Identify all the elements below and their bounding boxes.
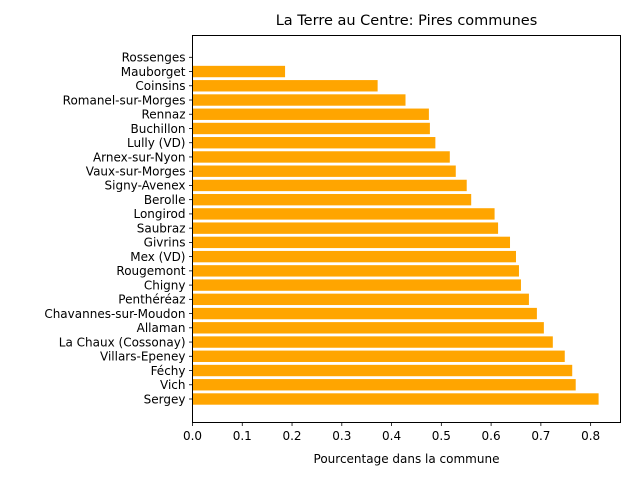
y-tick-label: Penthéréaz (118, 293, 185, 307)
bar-10 (192, 250, 516, 263)
bar-16 (192, 165, 456, 177)
bar-7 (192, 293, 529, 306)
y-tick-label: Vich (160, 378, 185, 392)
y-tick-label: Romanel-sur-Morges (63, 93, 186, 107)
x-tick-label: 0.8 (581, 429, 600, 443)
y-tick-label: Chavannes-sur-Moudon (44, 307, 185, 321)
x-tick-label: 0.6 (482, 429, 501, 443)
bar-13 (192, 208, 495, 220)
x-axis-label: Pourcentage dans la commune (314, 452, 500, 466)
y-tick-label: Signy-Avenex (105, 179, 186, 193)
y-tick-label: Coinsins (135, 79, 185, 93)
y-tick-label: Rougemont (116, 264, 185, 278)
bar-22 (192, 80, 378, 92)
y-tick-label: Buchillon (131, 122, 186, 136)
x-tick-label: 0.3 (332, 429, 351, 443)
bar-0 (192, 393, 599, 405)
bars-layer (192, 65, 599, 405)
bar-21 (192, 94, 406, 106)
bar-17 (192, 151, 450, 163)
x-tick-label: 0.7 (531, 429, 550, 443)
bar-15 (192, 179, 467, 192)
chart-title: La Terre au Centre: Pires communes (276, 13, 538, 29)
y-tick-label: Sergey (144, 392, 186, 406)
y-tick-label: Féchy (151, 364, 186, 378)
y-tick-label: Berolle (144, 193, 186, 207)
y-tick-label: Vaux-sur-Morges (86, 165, 186, 179)
y-tick-label: Villars-Epeney (100, 350, 186, 364)
bar-19 (192, 122, 430, 135)
bar-8 (192, 279, 521, 291)
bar-12 (192, 222, 499, 234)
y-tick-label: La Chaux (Cossonay) (59, 335, 186, 349)
y-tick-label: Saubraz (137, 221, 186, 235)
bar-4 (192, 336, 553, 348)
y-tick-label: Chigny (144, 278, 186, 292)
bar-20 (192, 108, 429, 120)
bar-3 (192, 350, 565, 362)
x-tick-label: 0.4 (382, 429, 401, 443)
y-tick-label: Rennaz (141, 108, 185, 122)
y-tick-label: Givrins (144, 236, 186, 250)
y-tick-label: Longirod (133, 207, 185, 221)
bar-9 (192, 265, 519, 277)
y-tick-label: Arnex-sur-Nyon (93, 150, 186, 164)
y-tick-label: Lully (VD) (127, 136, 185, 150)
x-tick-label: 0.1 (233, 429, 252, 443)
bar-2 (192, 364, 573, 377)
y-tick-label: Mex (VD) (130, 250, 185, 264)
x-tick-label: 0.0 (183, 429, 202, 443)
bar-11 (192, 236, 511, 249)
x-tick-label: 0.5 (432, 429, 451, 443)
bar-1 (192, 379, 576, 391)
bar-14 (192, 193, 472, 206)
y-tick-label: Allaman (137, 321, 186, 335)
y-tick-label: Mauborget (121, 65, 186, 79)
x-tick-label: 0.2 (282, 429, 301, 443)
bar-5 (192, 322, 544, 334)
plot-frame (192, 35, 621, 423)
x-axis-ticks: 0.0 0.1 0.2 0.3 0.4 0.5 0.6 0.7 0.8 (183, 422, 600, 443)
bar-6 (192, 307, 537, 320)
bar-23 (192, 65, 286, 78)
bar-18 (192, 137, 436, 149)
y-tick-label: Rossenges (122, 51, 186, 65)
